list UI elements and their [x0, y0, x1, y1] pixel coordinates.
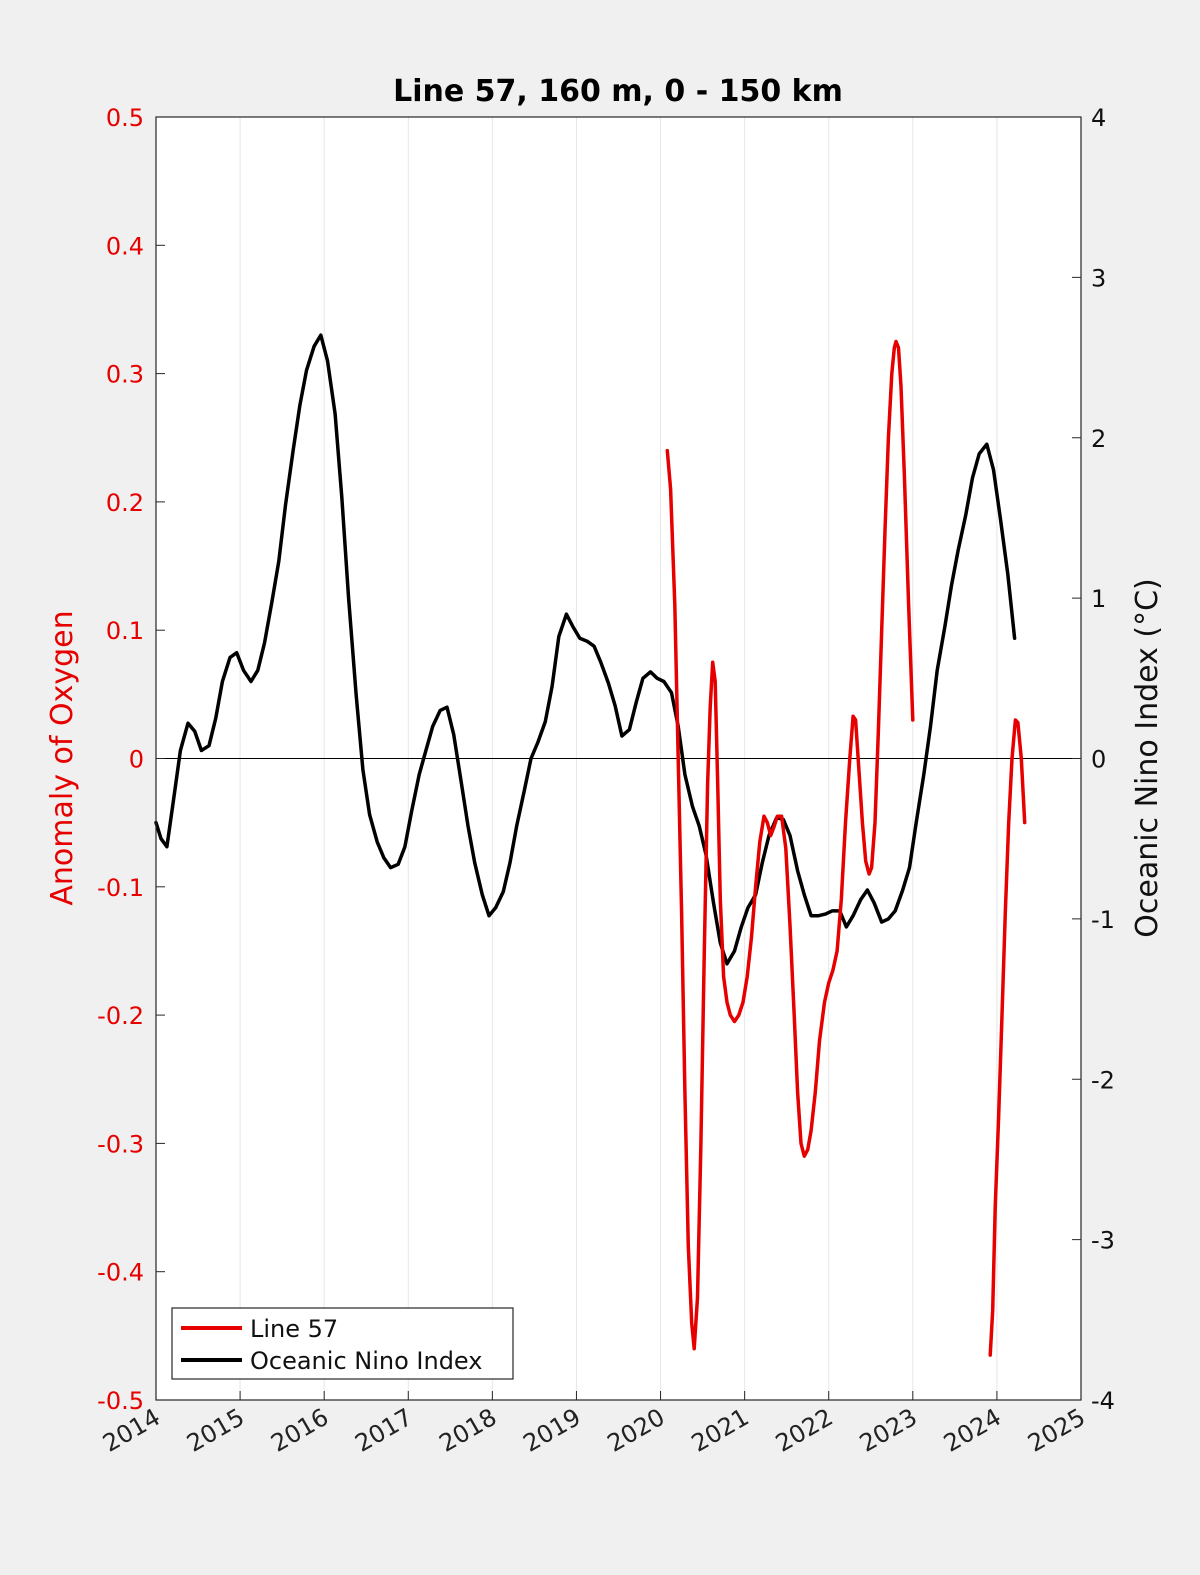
series-line-oceanic-nino-index	[154, 333, 1017, 966]
left-tick-label: 0	[129, 746, 144, 774]
left-tick-label: -0.3	[97, 1130, 144, 1158]
left-tick-label: -0.1	[97, 874, 144, 902]
series-line-line-57	[988, 718, 1027, 1357]
right-axis: -4 -3 -2 -1 0 1 2 3 4	[1072, 104, 1115, 1415]
left-tick-label: 0.5	[106, 104, 144, 132]
right-tick-label: 2	[1091, 425, 1106, 453]
left-tick-label: 0.1	[106, 617, 144, 645]
right-axis-label: Oceanic Nino Index (°C)	[1130, 578, 1165, 938]
left-tick-label: -0.5	[97, 1387, 144, 1415]
right-tick-label: 3	[1091, 264, 1106, 292]
series-line-line-57	[665, 339, 915, 1351]
right-tick-label: -1	[1091, 906, 1115, 934]
right-tick-label: 4	[1091, 104, 1106, 132]
right-tick-label: 1	[1091, 585, 1106, 613]
series-layer	[154, 333, 1027, 1357]
left-tick-label: -0.2	[97, 1002, 144, 1030]
left-tick-label: 0.3	[106, 361, 144, 389]
legend-label-line-57: Line 57	[250, 1315, 338, 1343]
right-tick-label: 0	[1091, 746, 1106, 774]
legend-box	[171, 1307, 514, 1380]
legend: Line 57 Oceanic Nino Index	[171, 1307, 514, 1380]
legend-label-oni: Oceanic Nino Index	[250, 1347, 482, 1375]
left-axis: -0.5 -0.4 -0.3 -0.2 -0.1 0 0.1 0.2 0.3 0.4 0.5	[97, 104, 165, 1415]
right-tick-label: -2	[1091, 1066, 1115, 1094]
right-tick-label: -4	[1091, 1387, 1115, 1415]
left-tick-label: 0.4	[106, 232, 144, 260]
left-axis-label: Anomaly of Oxygen	[45, 610, 80, 905]
chart-title: Line 57, 160 m, 0 - 150 km	[393, 74, 843, 109]
right-tick-label: -3	[1091, 1227, 1115, 1255]
left-tick-label: 0.2	[106, 489, 144, 517]
left-tick-label: -0.4	[97, 1259, 144, 1287]
